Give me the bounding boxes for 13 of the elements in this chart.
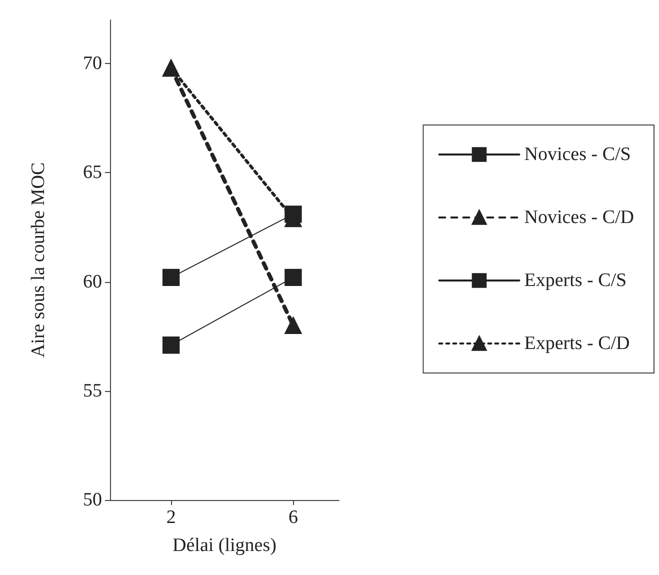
x-axis-title: Délai (lignes) [172, 535, 276, 556]
y-tick-label: 70 [83, 53, 102, 74]
y-tick-label: 65 [83, 162, 102, 184]
y-tick-label: 60 [83, 271, 102, 292]
legend-label: Experts - C/S [524, 270, 627, 291]
y-tick-label: 55 [83, 380, 102, 402]
legend-label: Novices - C/D [524, 207, 634, 228]
x-tick-label: 6 [288, 507, 298, 528]
y-tick-label: 50 [83, 490, 102, 510]
y-axis-title: Aire sous la courbe MOC [28, 162, 49, 358]
legend-label: Experts - C/D [524, 333, 630, 354]
legend-label: Novices - C/S [524, 144, 631, 165]
x-tick-label: 2 [166, 507, 176, 528]
